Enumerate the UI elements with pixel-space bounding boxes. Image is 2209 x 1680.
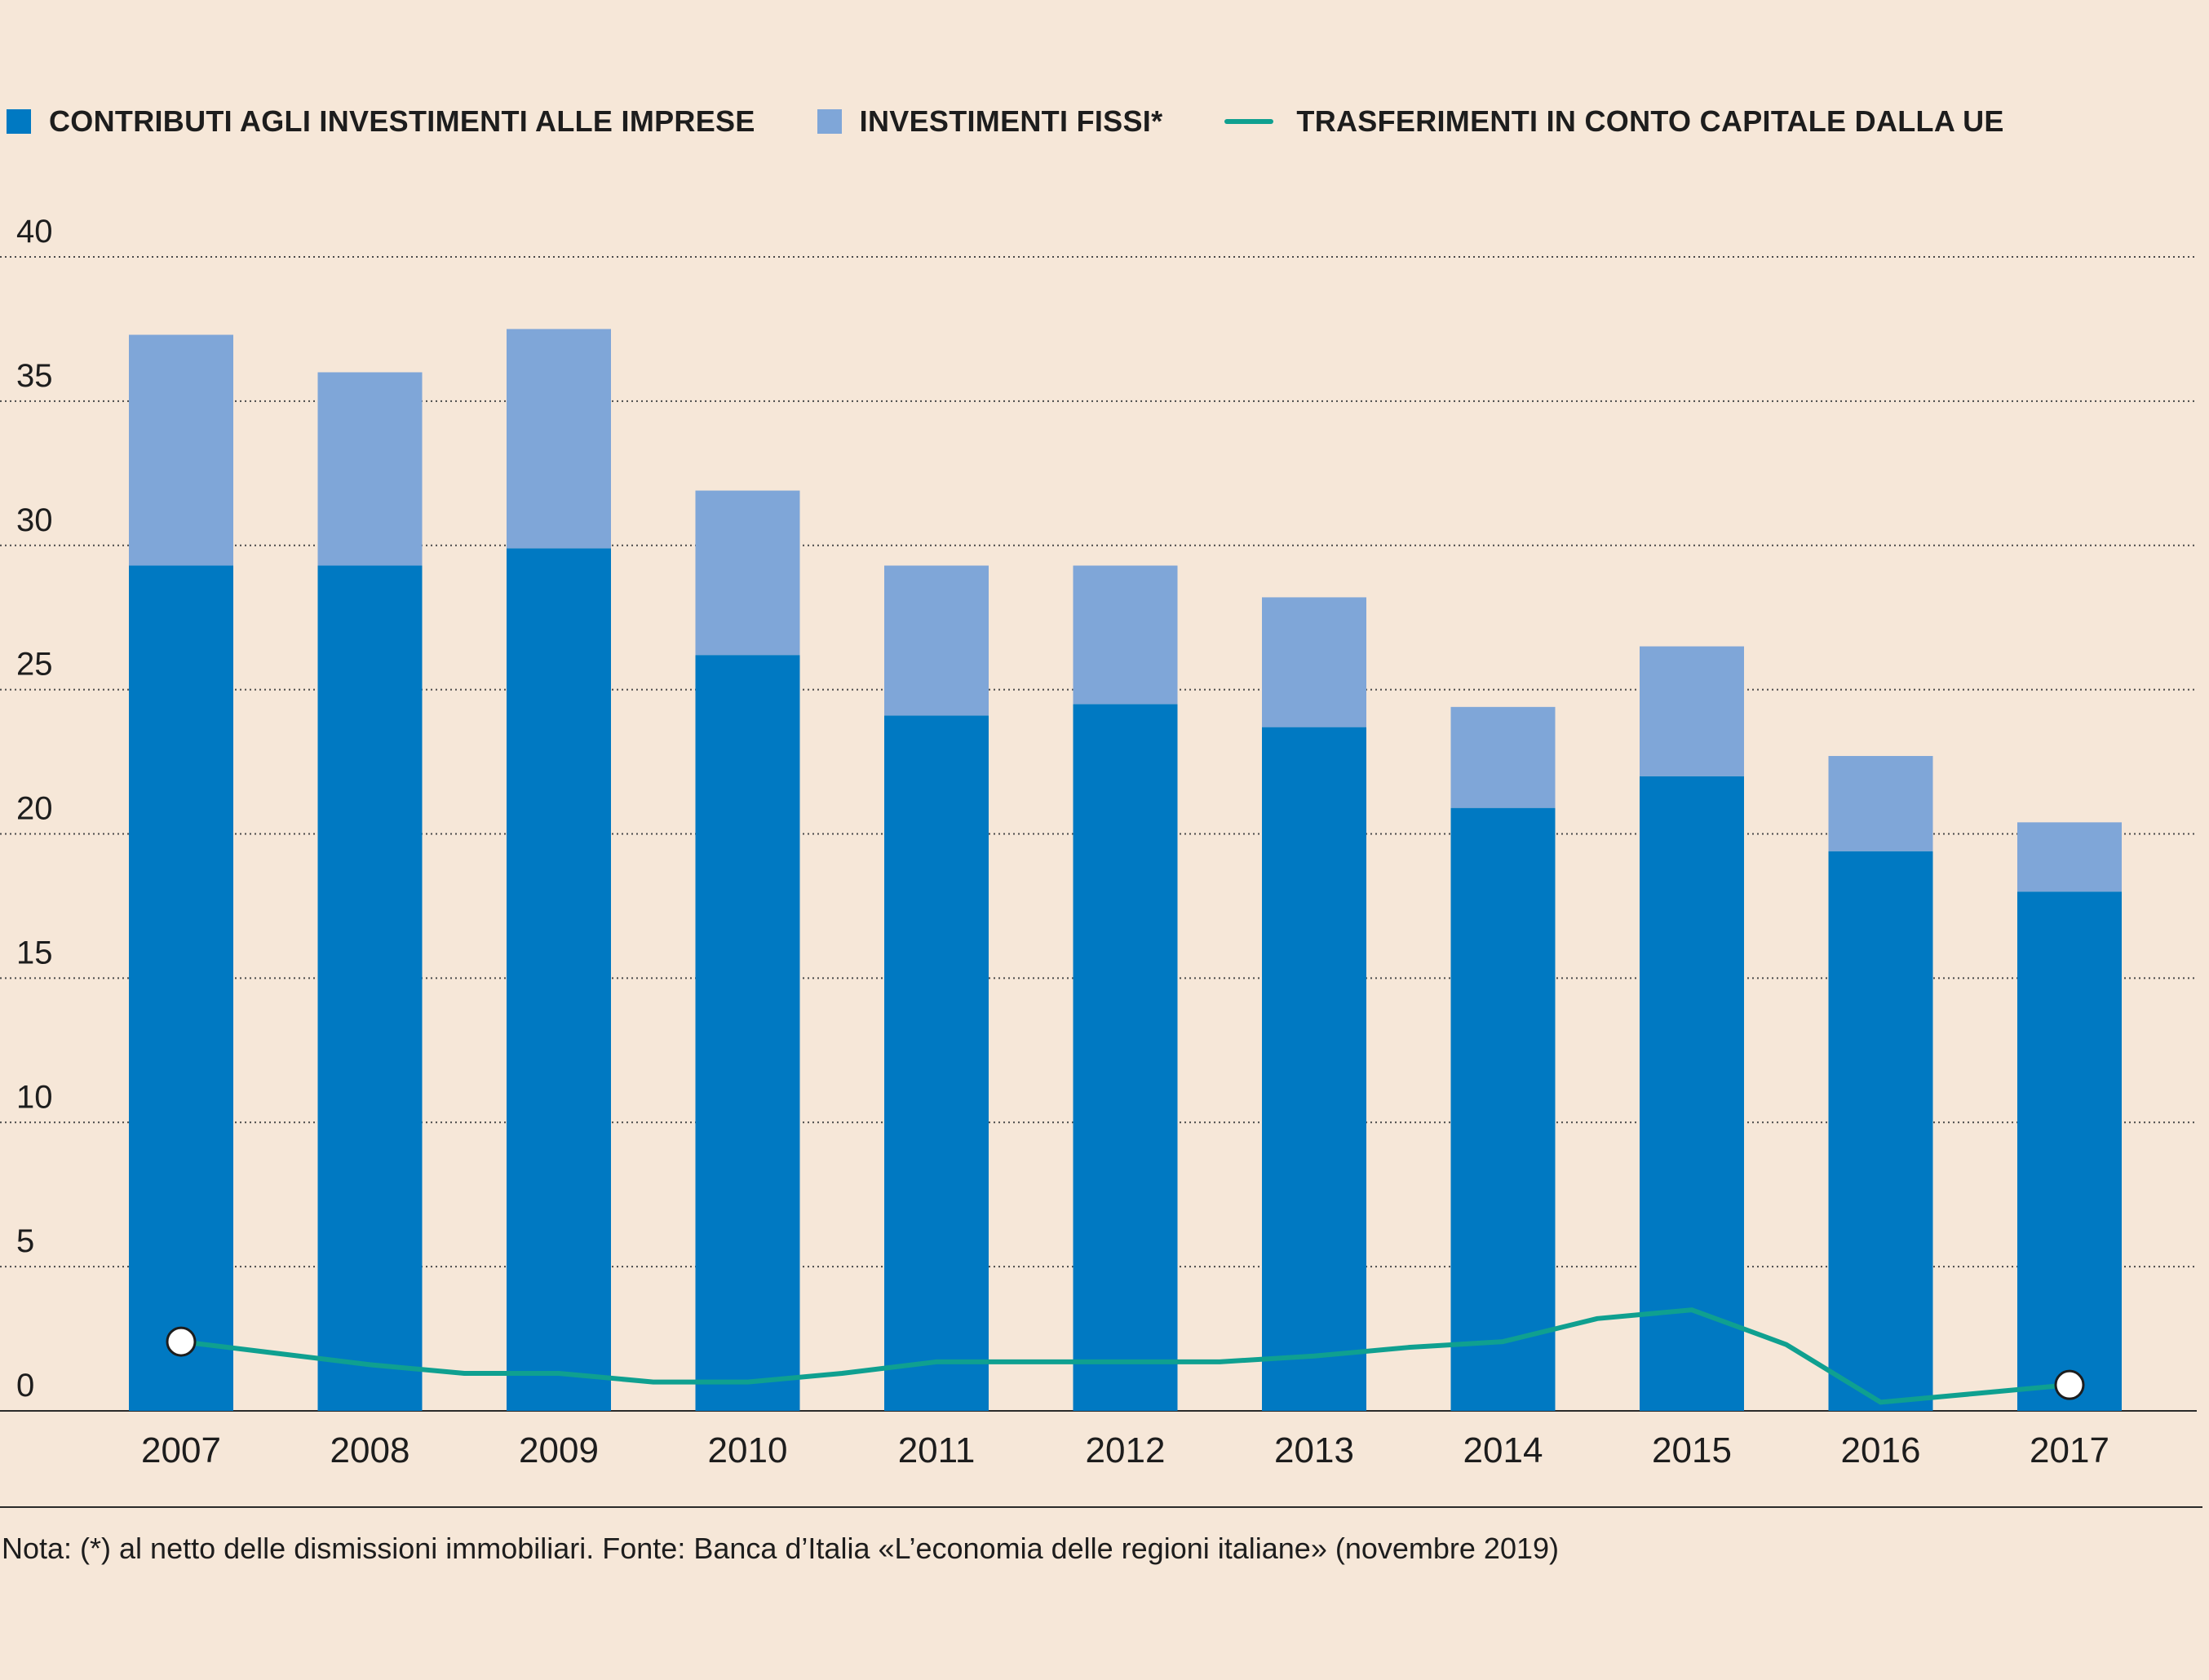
bar-contributi-2012 (1073, 704, 1178, 1411)
legend-label-investimenti-fissi: INVESTIMENTI FISSI* (859, 104, 1163, 138)
y-tick-label-30: 30 (16, 502, 53, 538)
bar-investimenti-fissi-2017 (2017, 822, 2122, 892)
line-layer (166, 1307, 2085, 1405)
y-tick-label-15: 15 (16, 935, 53, 970)
legend-item-trasferimenti-ue: TRASFERIMENTI IN CONTO CAPITALE DALLA UE (1224, 104, 2003, 139)
y-tick-label-10: 10 (16, 1079, 53, 1115)
x-tick-label-2011: 2011 (898, 1430, 976, 1470)
y-tick-label-5: 5 (16, 1223, 34, 1259)
bar-investimenti-fissi-2010 (695, 490, 800, 656)
y-tick-label-25: 25 (16, 647, 53, 683)
legend-label-contributi: CONTRIBUTI AGLI INVESTIMENTI ALLE IMPRES… (49, 104, 755, 138)
x-tick-label-2007: 2007 (141, 1430, 221, 1470)
bar-investimenti-fissi-2011 (884, 565, 989, 716)
bar-contributi-2016 (1828, 851, 1933, 1411)
bar-contributi-2007 (129, 565, 233, 1412)
bar-investimenti-fissi-2014 (1450, 706, 1556, 808)
x-tick-label-2017: 2017 (2030, 1430, 2109, 1470)
bar-contributi-2017 (2017, 891, 2122, 1411)
bar-investimenti-fissi-2008 (317, 372, 423, 566)
x-tick-label-2015: 2015 (1652, 1430, 1732, 1470)
bar-investimenti-fissi-2013 (1262, 597, 1366, 727)
source-note: Nota: (*) al netto delle dismissioni imm… (2, 1532, 1560, 1565)
y-tick-label-20: 20 (16, 791, 53, 827)
line-marker-2007 (166, 1326, 197, 1357)
line-trasferimenti-ue (180, 1307, 2070, 1405)
grid-layer: 0 5 10 15 20 25 30 35 40 (0, 214, 2197, 1412)
y-tick-label-35: 35 (16, 358, 53, 394)
bar-investimenti-fissi-2009 (507, 329, 611, 549)
x-tick-label-2016: 2016 (1841, 1430, 1921, 1470)
legend-item-investimenti-fissi: INVESTIMENTI FISSI* (817, 104, 1163, 139)
x-tick-label-2012: 2012 (1086, 1430, 1166, 1470)
bar-contributi-2009 (507, 548, 611, 1411)
legend-item-contributi: CONTRIBUTI AGLI INVESTIMENTI ALLE IMPRES… (7, 104, 755, 139)
x-tick-label-2013: 2013 (1274, 1430, 1354, 1470)
bar-investimenti-fissi-2015 (1640, 646, 1744, 776)
y-tick-label-0: 0 (16, 1368, 34, 1404)
line-marker-2017 (2054, 1369, 2085, 1400)
bar-contributi-2011 (884, 715, 989, 1411)
legend: CONTRIBUTI AGLI INVESTIMENTI ALLE IMPRES… (7, 101, 2066, 142)
legend-swatch-investimenti-fissi (817, 109, 842, 134)
legend-swatch-trasferimenti-ue (1224, 119, 1274, 124)
legend-label-trasferimenti-ue: TRASFERIMENTI IN CONTO CAPITALE DALLA UE (1296, 104, 2004, 138)
bar-contributi-2010 (695, 655, 800, 1411)
x-tick-label-2010: 2010 (708, 1430, 788, 1470)
bar-contributi-2013 (1262, 727, 1366, 1411)
y-tick-label-40: 40 (16, 214, 53, 250)
bar-contributi-2015 (1640, 776, 1744, 1411)
legend-swatch-contributi (7, 109, 31, 134)
stacked-bar-chart: 0 5 10 15 20 25 30 35 40 2007 2008 2009 2010 2011 201… (0, 214, 2197, 1470)
bar-contributi-2014 (1450, 807, 1556, 1411)
bar-layer (129, 329, 2122, 1412)
x-tick-label-2014: 2014 (1463, 1430, 1543, 1470)
x-tick-layer: 2007 2008 2009 2010 2011 2012 2013 2014 2015 2016… (141, 1430, 2109, 1470)
bar-contributi-2008 (317, 565, 423, 1412)
footer-rule (0, 1506, 2202, 1508)
bar-investimenti-fissi-2012 (1073, 565, 1178, 705)
x-tick-label-2008: 2008 (330, 1430, 410, 1470)
bar-investimenti-fissi-2007 (129, 334, 233, 566)
x-tick-label-2009: 2009 (519, 1430, 599, 1470)
bar-investimenti-fissi-2016 (1828, 755, 1933, 851)
